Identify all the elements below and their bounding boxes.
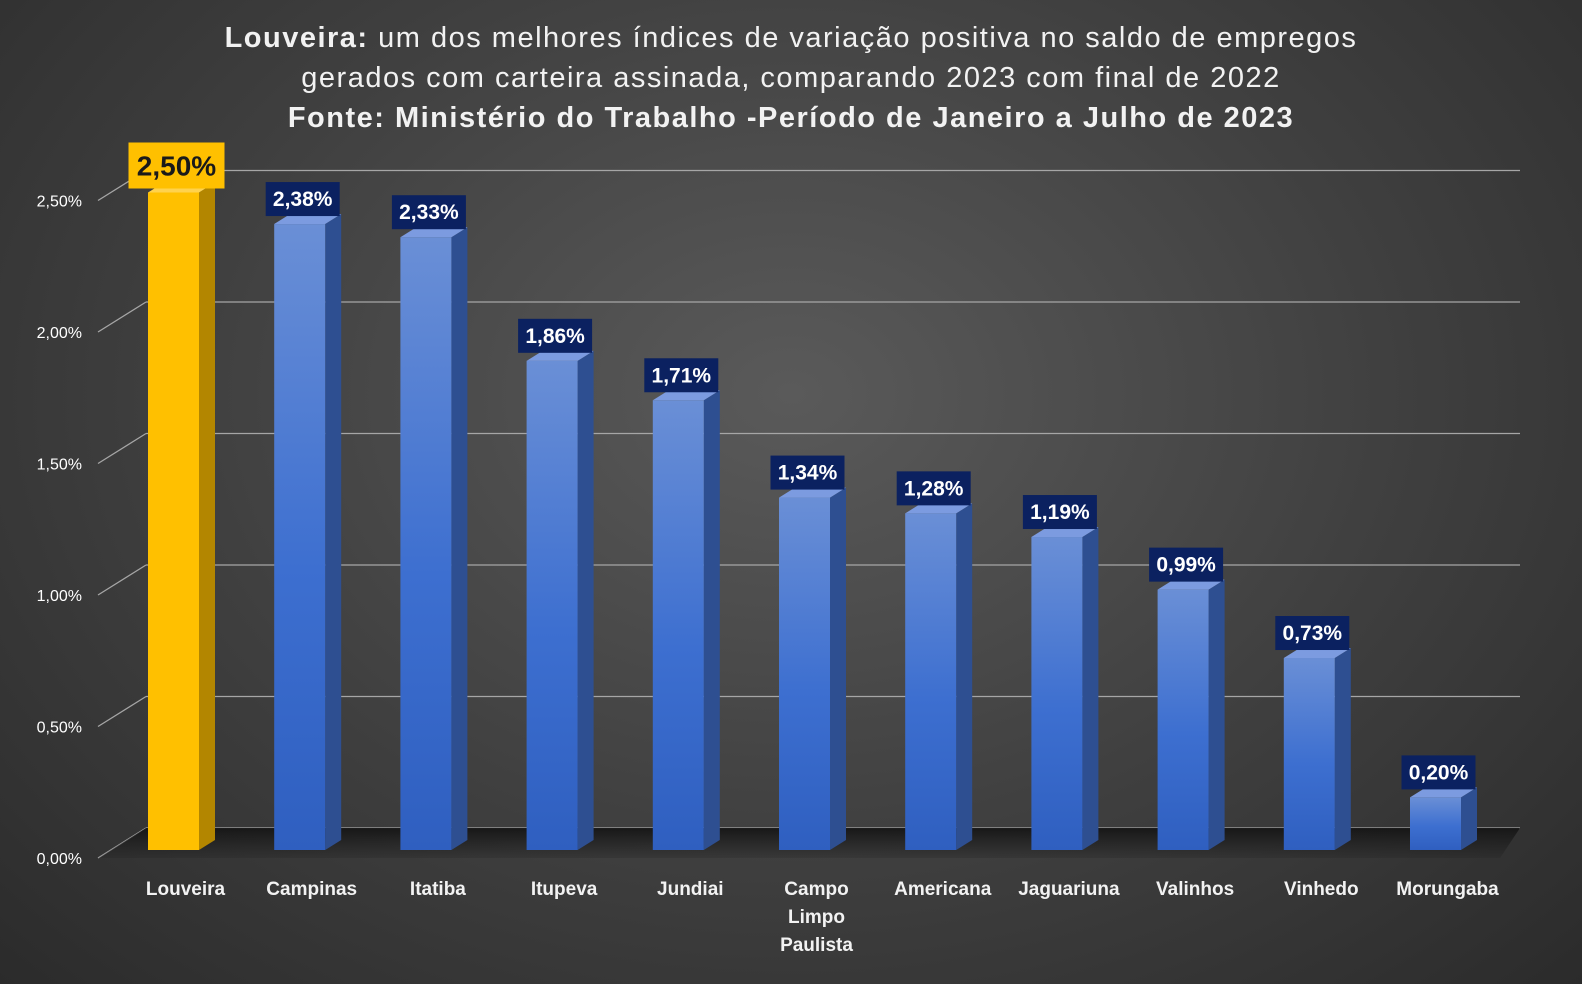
- data-label: 2,38%: [273, 188, 333, 211]
- y-tick-label: 1,00%: [37, 588, 82, 605]
- bar-top: [274, 214, 342, 225]
- bar: [1283, 658, 1335, 850]
- bar-top: [1031, 527, 1099, 538]
- x-tick-label: Limpo: [788, 907, 845, 928]
- data-label: 1,28%: [904, 477, 964, 500]
- y-tick-label: 0,00%: [37, 851, 82, 868]
- bar-side: [1461, 787, 1477, 850]
- x-tick-label: Morungaba: [1396, 879, 1499, 900]
- x-tick-label: Campo: [784, 879, 848, 900]
- data-label-background: [644, 358, 719, 393]
- x-tick-label: Louveira: [146, 879, 226, 900]
- bar: [526, 360, 578, 850]
- gridline-depth: [97, 301, 147, 333]
- data-label: 1,86%: [525, 325, 585, 348]
- x-tick-label: Vinhedo: [1284, 879, 1359, 900]
- gridline-depth: [97, 432, 147, 465]
- bar-top: [779, 487, 846, 498]
- x-tick-label: Americana: [894, 879, 992, 900]
- data-label-background: [1401, 755, 1476, 790]
- bar-top: [1283, 648, 1351, 659]
- data-label-background: [1149, 547, 1224, 582]
- bar-side: [703, 390, 720, 850]
- data-label-background: [391, 195, 466, 230]
- x-tick-label: Valinhos: [1156, 879, 1234, 900]
- x-tick-label: Paulista: [780, 935, 853, 956]
- bar: [1031, 537, 1083, 850]
- bar-top: [400, 227, 468, 238]
- bar: [274, 224, 326, 850]
- bar-top: [526, 350, 594, 361]
- chart-title-line-1: Louveira: um dos melhores índices de var…: [0, 18, 1582, 58]
- gridline-depth: [97, 695, 147, 728]
- bar-top: [652, 390, 720, 401]
- x-tick-label: Itupeva: [531, 879, 598, 900]
- chart-title-highlight: Louveira:: [224, 22, 369, 54]
- x-tick-label: Jundiai: [657, 879, 724, 900]
- bar: [779, 497, 830, 850]
- chart-title-line-2: gerados com carteira assinada, comparand…: [301, 62, 1281, 94]
- data-label: 0,99%: [1156, 554, 1216, 577]
- bar-top: [905, 503, 973, 514]
- bar: [905, 513, 957, 850]
- bar: [148, 192, 199, 850]
- bar-side: [1334, 648, 1351, 850]
- data-label-background: [518, 318, 593, 353]
- data-label-background: [1275, 616, 1350, 651]
- bar: [1410, 797, 1461, 850]
- bar-side: [1082, 527, 1099, 850]
- gridline-depth: [97, 564, 147, 596]
- data-label-background: [896, 471, 971, 506]
- data-label: 1,19%: [1030, 501, 1090, 524]
- data-label: 0,73%: [1283, 622, 1343, 645]
- data-label: 0,20%: [1409, 761, 1469, 784]
- data-label: 1,71%: [652, 364, 712, 387]
- bar-side: [830, 487, 846, 850]
- chart-title-text: um dos melhores índices de variação posi…: [368, 22, 1358, 54]
- bar-top: [1410, 787, 1477, 798]
- bar-side: [325, 214, 342, 850]
- chart-source-line: Fonte: Ministério do Trabalho -Período d…: [287, 102, 1295, 134]
- y-tick-label: 1,50%: [37, 457, 82, 474]
- data-label-background: [1022, 495, 1097, 530]
- bar-side: [956, 503, 973, 850]
- bar-side: [577, 350, 594, 850]
- bar-side: [199, 182, 215, 850]
- bar: [1157, 589, 1209, 850]
- bar: [400, 237, 452, 850]
- data-label: 1,34%: [778, 462, 838, 485]
- y-tick-label: 2,00%: [37, 325, 82, 342]
- data-label: 2,33%: [399, 201, 459, 224]
- bar: [652, 400, 704, 850]
- bar-side: [1208, 579, 1225, 850]
- y-tick-label: 0,50%: [37, 720, 82, 737]
- data-label-background: [128, 142, 225, 189]
- y-tick-label: 2,50%: [37, 194, 82, 211]
- chart-title-block: Louveira: um dos melhores índices de var…: [0, 18, 1582, 138]
- data-label-background: [770, 455, 845, 490]
- bar-top: [1157, 579, 1225, 590]
- data-label-background: [265, 182, 340, 217]
- x-tick-label: Itatiba: [410, 879, 466, 900]
- x-tick-label: Jaguariuna: [1018, 879, 1120, 900]
- data-label: 2,50%: [137, 151, 216, 182]
- bar-side: [451, 227, 468, 850]
- x-tick-label: Campinas: [266, 879, 357, 900]
